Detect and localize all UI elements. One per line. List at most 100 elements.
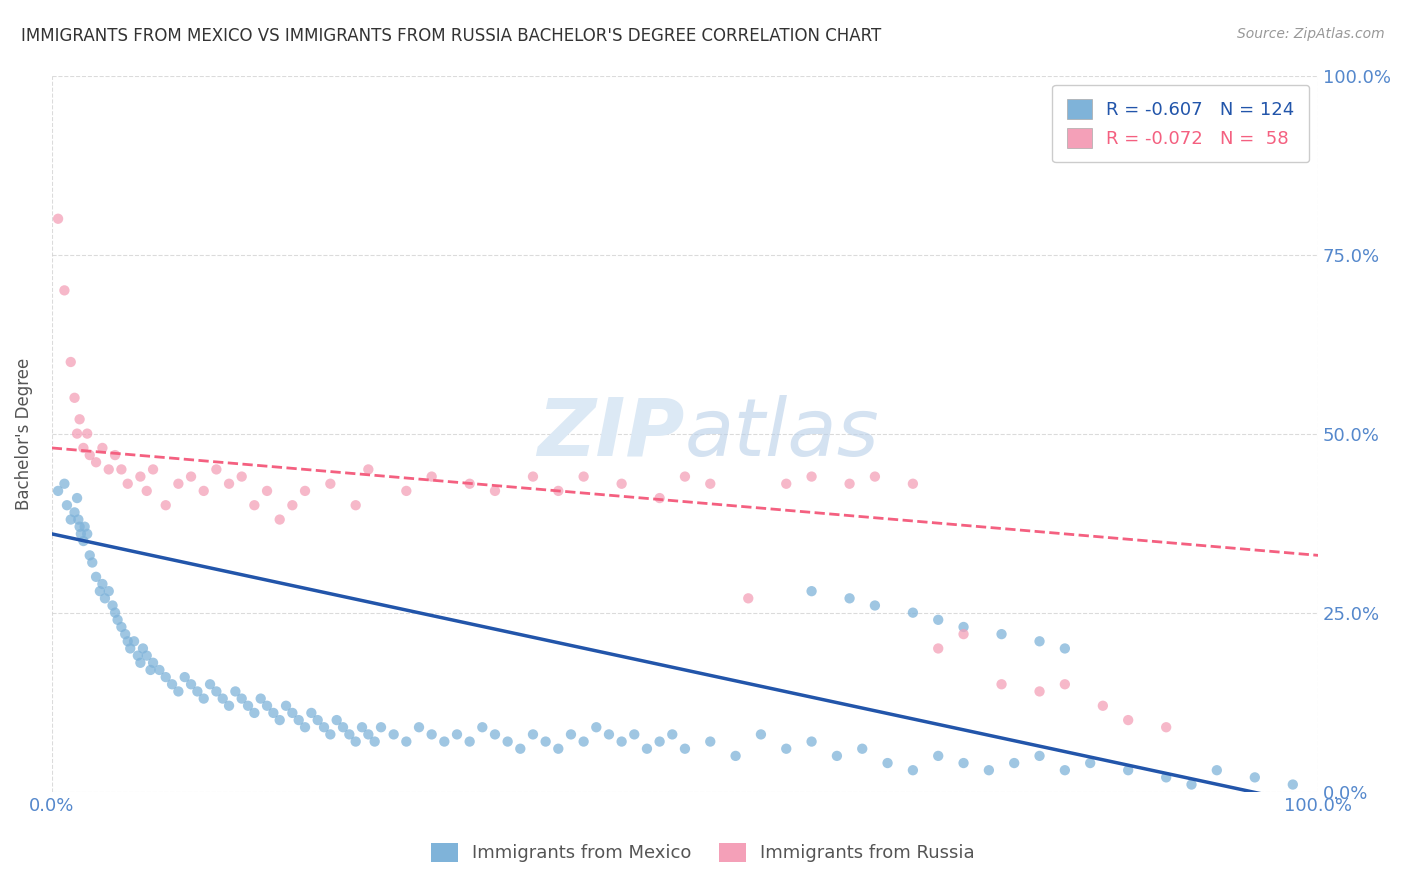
Point	[256, 483, 278, 498]
Point	[1116, 763, 1139, 777]
Point	[825, 748, 848, 763]
Point	[1028, 748, 1050, 763]
Y-axis label: Bachelor's Degree: Bachelor's Degree	[15, 358, 32, 509]
Point	[927, 641, 949, 656]
Point	[129, 656, 152, 670]
Point	[319, 727, 342, 741]
Point	[610, 734, 633, 748]
Point	[205, 684, 228, 698]
Point	[1180, 778, 1202, 792]
Point	[107, 613, 129, 627]
Point	[46, 483, 69, 498]
Point	[363, 734, 385, 748]
Point	[69, 519, 91, 533]
Point	[851, 741, 873, 756]
Point	[370, 720, 392, 734]
Point	[218, 698, 240, 713]
Point	[256, 698, 278, 713]
Point	[547, 483, 569, 498]
Text: atlas: atlas	[685, 394, 880, 473]
Point	[79, 448, 101, 462]
Point	[63, 505, 86, 519]
Text: IMMIGRANTS FROM MEXICO VS IMMIGRANTS FROM RUSSIA BACHELOR'S DEGREE CORRELATION C: IMMIGRANTS FROM MEXICO VS IMMIGRANTS FRO…	[21, 27, 882, 45]
Point	[66, 426, 89, 441]
Point	[800, 734, 823, 748]
Point	[67, 512, 90, 526]
Point	[53, 284, 76, 298]
Point	[775, 476, 797, 491]
Point	[337, 727, 360, 741]
Point	[122, 634, 145, 648]
Point	[395, 483, 418, 498]
Point	[101, 599, 124, 613]
Point	[243, 498, 266, 512]
Point	[167, 476, 190, 491]
Point	[901, 476, 924, 491]
Point	[1281, 778, 1303, 792]
Point	[274, 698, 297, 713]
Point	[1154, 720, 1177, 734]
Point	[94, 591, 117, 606]
Point	[952, 627, 974, 641]
Point	[117, 634, 139, 648]
Point	[344, 734, 367, 748]
Point	[180, 677, 202, 691]
Point	[180, 469, 202, 483]
Point	[990, 677, 1012, 691]
Point	[484, 727, 506, 741]
Point	[319, 476, 342, 491]
Point	[84, 570, 107, 584]
Point	[357, 462, 380, 476]
Point	[737, 591, 759, 606]
Point	[73, 519, 96, 533]
Point	[927, 748, 949, 763]
Point	[46, 211, 69, 226]
Point	[231, 469, 253, 483]
Point	[598, 727, 620, 741]
Point	[91, 577, 114, 591]
Point	[724, 748, 747, 763]
Point	[82, 556, 104, 570]
Point	[79, 549, 101, 563]
Point	[97, 462, 120, 476]
Point	[458, 476, 481, 491]
Point	[325, 713, 347, 727]
Point	[114, 627, 136, 641]
Point	[1078, 756, 1101, 770]
Point	[142, 656, 165, 670]
Point	[1053, 641, 1076, 656]
Point	[132, 641, 155, 656]
Point	[1053, 763, 1076, 777]
Point	[1002, 756, 1025, 770]
Point	[281, 706, 304, 720]
Point	[661, 727, 683, 741]
Point	[420, 727, 443, 741]
Point	[167, 684, 190, 698]
Point	[269, 512, 291, 526]
Point	[534, 734, 557, 748]
Point	[357, 727, 380, 741]
Point	[901, 763, 924, 777]
Point	[231, 691, 253, 706]
Point	[522, 469, 544, 483]
Point	[155, 670, 177, 684]
Point	[446, 727, 468, 741]
Point	[990, 627, 1012, 641]
Point	[211, 691, 233, 706]
Point	[91, 441, 114, 455]
Point	[699, 734, 721, 748]
Point	[636, 741, 658, 756]
Point	[673, 741, 696, 756]
Point	[332, 720, 354, 734]
Legend: Immigrants from Mexico, Immigrants from Russia: Immigrants from Mexico, Immigrants from …	[423, 836, 983, 870]
Point	[155, 498, 177, 512]
Point	[1028, 634, 1050, 648]
Point	[977, 763, 1000, 777]
Point	[838, 476, 860, 491]
Point	[901, 606, 924, 620]
Point	[205, 462, 228, 476]
Point	[287, 713, 309, 727]
Point	[120, 641, 142, 656]
Point	[863, 469, 886, 483]
Point	[142, 462, 165, 476]
